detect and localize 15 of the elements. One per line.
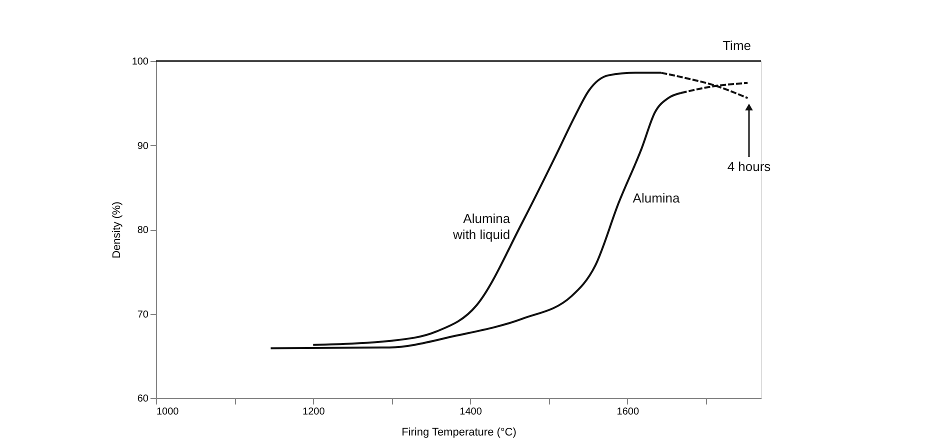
x-tick-label: 1400 — [460, 406, 482, 418]
y-tick-label: 60 — [137, 394, 149, 404]
y-tick-label: 90 — [137, 140, 149, 152]
series-label: Alumina — [632, 190, 681, 206]
x-tick-label: 1200 — [302, 406, 326, 418]
y-tick-label: 100 — [132, 56, 149, 68]
x-axis-title: Firing Temperature (°C) — [402, 426, 516, 438]
text: Time — [722, 38, 751, 53]
annotation: 4 hours — [727, 159, 772, 174]
series-label: Alumina with liquid — [452, 210, 511, 242]
y-tick-label: 70 — [137, 309, 149, 320]
x-tick-label: 1000 — [156, 406, 180, 418]
x-tick-label: 1600 — [616, 406, 640, 418]
y-tick-label: 80 — [137, 225, 149, 236]
y-axis-title: Density (%) — [110, 202, 123, 258]
